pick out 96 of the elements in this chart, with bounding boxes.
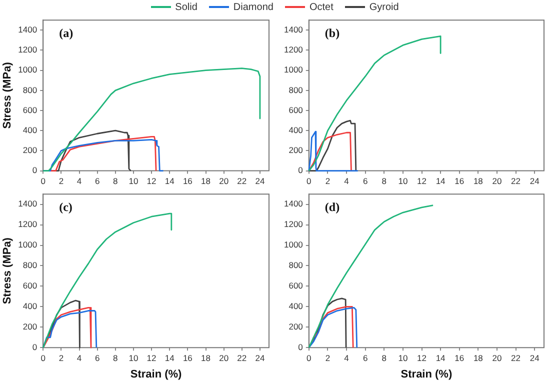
x-tick-label: 20 xyxy=(219,353,229,364)
y-tick-label: 1400 xyxy=(18,24,38,34)
x-tick-label: 22 xyxy=(237,176,247,186)
x-tick-label: 18 xyxy=(473,353,484,364)
x-tick-label: 0 xyxy=(306,353,312,364)
x-tick-label: 18 xyxy=(201,176,211,186)
x-tick-label: 0 xyxy=(40,176,46,186)
y-tick-label: 400 xyxy=(22,301,38,312)
x-tick-label: 6 xyxy=(362,176,368,186)
y-tick-label: 1200 xyxy=(18,44,38,55)
x-tick-label: 10 xyxy=(398,176,408,186)
x-tick-label: 22 xyxy=(511,176,521,186)
y-tick-label: 1200 xyxy=(18,219,38,230)
y-tick-label: 800 xyxy=(22,84,38,95)
x-tick-label: 10 xyxy=(128,176,138,186)
x-tick-label: 4 xyxy=(344,353,350,364)
x-tick-label: 12 xyxy=(146,176,157,186)
y-tick-label: 1200 xyxy=(284,44,304,55)
x-tick-label: 2 xyxy=(325,353,330,364)
x-tick-label: 0 xyxy=(306,176,312,186)
x-tick-label: 6 xyxy=(362,353,368,364)
y-tick-label: 600 xyxy=(22,280,38,291)
annotation: (d) xyxy=(324,200,340,214)
y-tick-label: 400 xyxy=(288,301,304,312)
x-tick-label: 22 xyxy=(237,353,247,364)
x-tick-label: 8 xyxy=(382,353,387,364)
x-tick-label: 24 xyxy=(530,176,540,186)
x-tick-label: 24 xyxy=(255,353,265,364)
x-tick-label: 2 xyxy=(58,353,64,364)
x-tick-label: 6 xyxy=(94,176,100,186)
annotation: (a) xyxy=(59,26,74,40)
annotation: (c) xyxy=(59,200,72,214)
x-tick-label: 14 xyxy=(164,353,175,364)
y-axis-title: Stress (MPa) xyxy=(2,237,14,304)
x-tick-label: 24 xyxy=(530,353,540,364)
x-tick-label: 20 xyxy=(492,353,502,364)
x-tick-label: 14 xyxy=(164,176,175,186)
y-tick-label: 0 xyxy=(32,342,38,352)
y-tick-label: 200 xyxy=(22,145,38,156)
legend-label: Diamond xyxy=(233,2,274,12)
y-tick-label: 400 xyxy=(22,124,38,135)
x-tick-label: 12 xyxy=(417,353,427,364)
y-tick-label: 400 xyxy=(288,124,304,135)
legend-label: Solid xyxy=(175,2,198,12)
y-tick-label: 1400 xyxy=(284,24,304,34)
y-tick-label: 0 xyxy=(298,165,304,176)
x-tick-label: 10 xyxy=(398,353,408,364)
x-tick-label: 2 xyxy=(58,176,64,186)
annotation: (b) xyxy=(324,26,340,40)
x-tick-label: 20 xyxy=(492,176,502,186)
x-tick-label: 0 xyxy=(40,353,46,364)
x-tick-label: 24 xyxy=(255,176,265,186)
x-tick-label: 4 xyxy=(76,353,82,364)
y-tick-label: 1400 xyxy=(18,198,38,209)
x-tick-label: 12 xyxy=(146,353,157,364)
x-tick-label: 10 xyxy=(128,353,138,364)
x-tick-label: 18 xyxy=(473,176,484,186)
x-tick-label: 16 xyxy=(454,176,464,186)
y-tick-label: 800 xyxy=(288,260,304,270)
x-tick-label: 16 xyxy=(454,353,464,364)
x-tick-label: 16 xyxy=(182,176,193,186)
y-tick-label: 200 xyxy=(288,321,304,332)
legend-label: Gyroid xyxy=(369,2,399,12)
x-tick-label: 6 xyxy=(94,353,100,364)
x-tick-label: 20 xyxy=(219,176,229,186)
y-tick-label: 200 xyxy=(22,321,38,332)
x-tick-label: 22 xyxy=(511,353,521,364)
legend-label: Octet xyxy=(309,2,334,12)
y-tick-label: 600 xyxy=(288,104,304,115)
x-tick-label: 16 xyxy=(182,353,193,364)
x-tick-label: 18 xyxy=(201,353,211,364)
x-tick-label: 8 xyxy=(382,176,387,186)
x-tick-label: 8 xyxy=(113,176,118,186)
x-tick-label: 14 xyxy=(436,176,446,186)
y-tick-label: 0 xyxy=(32,165,38,176)
y-tick-label: 1200 xyxy=(284,219,304,230)
y-axis-title: Stress (MPa) xyxy=(2,62,14,129)
y-tick-label: 1000 xyxy=(18,240,38,250)
y-tick-label: 800 xyxy=(288,84,304,95)
x-tick-label: 12 xyxy=(417,176,427,186)
x-tick-label: 8 xyxy=(113,353,118,364)
x-tick-label: 14 xyxy=(436,353,446,364)
y-tick-label: 1000 xyxy=(284,64,304,75)
y-tick-label: 600 xyxy=(22,104,38,115)
y-tick-label: 1000 xyxy=(284,240,304,250)
x-tick-label: 4 xyxy=(344,176,350,186)
y-tick-label: 0 xyxy=(298,342,304,352)
y-tick-label: 800 xyxy=(22,260,38,270)
y-tick-label: 1000 xyxy=(18,64,38,75)
x-tick-label: 2 xyxy=(325,176,330,186)
x-tick-label: 4 xyxy=(76,176,82,186)
x-axis-title: Strain (%) xyxy=(130,368,182,380)
x-axis-title: Strain (%) xyxy=(400,368,452,380)
y-tick-label: 1400 xyxy=(284,198,304,209)
y-tick-label: 600 xyxy=(288,280,304,291)
y-tick-label: 200 xyxy=(288,145,304,156)
